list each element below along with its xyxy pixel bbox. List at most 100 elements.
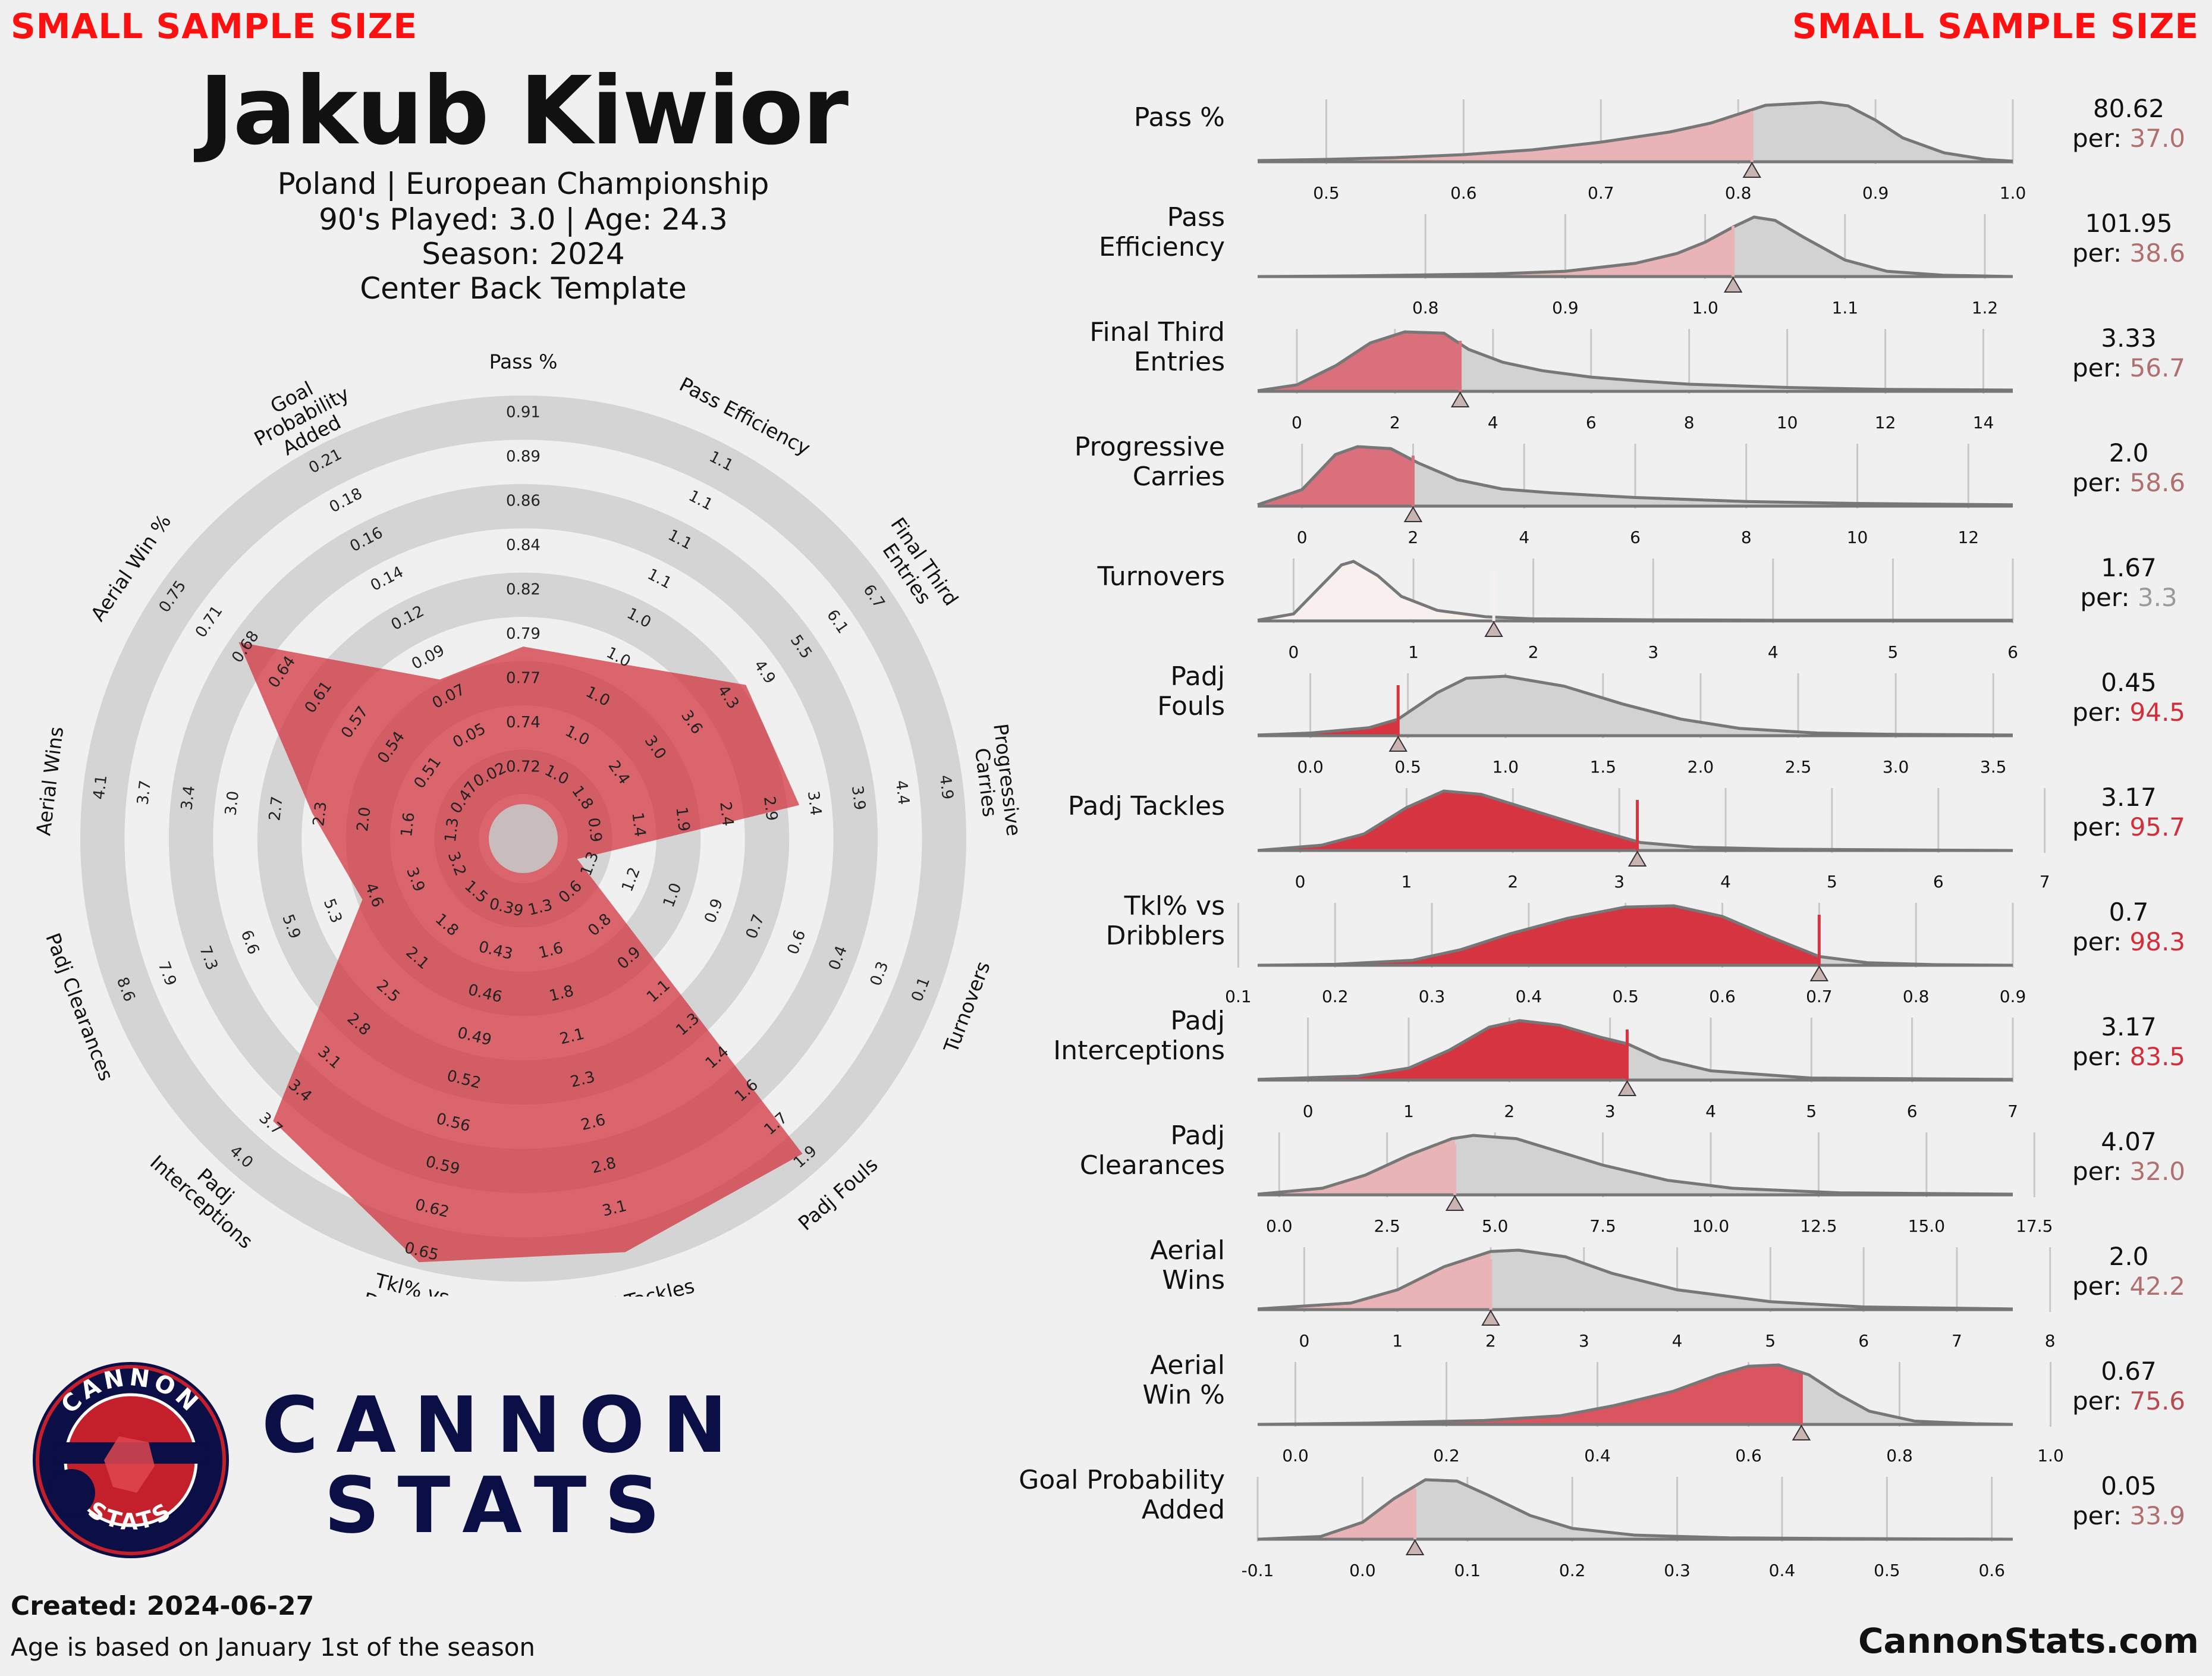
dist-area-below — [1258, 332, 1460, 391]
radar-chart: 0.720.740.770.790.820.840.860.890.911.01… — [32, 350, 1025, 1297]
dist-tick-label: 3 — [1605, 1101, 1616, 1121]
dist-percentile-prefix: per: — [2072, 1386, 2130, 1416]
dist-percentile: per: 33.9 — [2072, 1501, 2185, 1530]
dist-tick-label: 15.0 — [1908, 1216, 1945, 1236]
player-value-marker — [1792, 1424, 1811, 1440]
dist-tick-label: 12 — [1875, 413, 1896, 432]
player-value-marker — [1445, 1195, 1465, 1211]
small-sample-warning-left: SMALL SAMPLE SIZE — [11, 6, 418, 46]
player-value-marker — [1742, 162, 1762, 178]
dist-tick-label: 0.6 — [1709, 987, 1736, 1006]
dist-value: 3.33 — [2101, 324, 2157, 353]
brand-wordmark-line1: CANNON — [262, 1380, 745, 1470]
dist-tick-label: 5 — [1806, 1101, 1817, 1121]
dist-tick-label: 8 — [1741, 528, 1752, 547]
dist-tick-label: 0.9 — [1862, 183, 1889, 203]
distribution-row: -0.1 0.0 0.1 0.2 0.3 0.4 0.5 0.6 Goal Probabilit… — [1019, 1465, 2185, 1580]
dist-curve — [1257, 1363, 2013, 1426]
dist-tick-label: 6 — [1858, 1331, 1869, 1351]
dist-tick-label: 0.8 — [1725, 183, 1752, 203]
dist-metric-label: Clearances — [1080, 1150, 1225, 1181]
dist-tick-label: 0.6 — [1735, 1446, 1762, 1465]
player-minutes-age: 90's Played: 3.0 | Age: 24.3 — [319, 202, 728, 237]
dist-metric-label: Padj Tackles — [1068, 791, 1225, 821]
dist-value: 2.0 — [2109, 1242, 2149, 1271]
dist-tick-label: 0.0 — [1349, 1561, 1376, 1580]
radar-tick-label: 0.84 — [506, 536, 541, 554]
dist-percentile-value: 83.5 — [2130, 1042, 2186, 1071]
dist-metric-label: Interceptions — [1053, 1035, 1225, 1066]
radar-metric-label-line: Pass % — [489, 350, 558, 374]
dist-percentile-prefix: per: — [2072, 1042, 2130, 1071]
dist-area-below — [1258, 791, 1638, 850]
dist-tick-label: 0 — [1297, 528, 1308, 547]
dist-metric-label: Added — [1142, 1495, 1225, 1525]
dist-percentile-value: 38.6 — [2130, 238, 2186, 268]
radar-tick-label: 1.9 — [672, 806, 693, 833]
dist-value: 80.62 — [2093, 94, 2164, 123]
dist-area-below — [1258, 447, 1413, 506]
dist-area-below — [1258, 561, 1494, 621]
dist-percentile: per: 58.6 — [2072, 468, 2185, 497]
dist-tick-label: 1.0 — [2000, 183, 2026, 203]
dist-percentile: per: 94.5 — [2072, 698, 2185, 727]
dist-metric-label: Aerial — [1150, 1350, 1225, 1380]
dist-tick-label: 0.5 — [1394, 757, 1421, 777]
dist-tick-label: 17.5 — [2016, 1216, 2053, 1236]
dist-tick-label: 1.0 — [1493, 757, 1519, 777]
dist-percentile-prefix: per: — [2072, 812, 2130, 842]
dist-area-below — [1258, 1021, 1627, 1080]
dist-percentile: per: 75.6 — [2072, 1386, 2185, 1416]
radar-tick-label: 3.0 — [222, 790, 243, 817]
dist-tick-label: 4 — [1705, 1101, 1716, 1121]
dist-metric-label: Fouls — [1157, 691, 1225, 721]
dist-percentile-prefix: per: — [2080, 583, 2138, 612]
dist-percentile-value: 33.9 — [2130, 1501, 2186, 1530]
player-value-marker — [1405, 1539, 1425, 1555]
radar-tick-label: 0.9 — [584, 817, 605, 843]
dist-tick-label: 5 — [1765, 1331, 1776, 1351]
dist-area-total — [1258, 1021, 2013, 1080]
dist-tick-label: 0 — [1295, 872, 1306, 892]
dist-tick-label: 0.8 — [1886, 1446, 1913, 1465]
radar-tick-label: 0.86 — [506, 492, 541, 510]
player-template: Center Back Template — [360, 271, 687, 306]
dist-tick-label: 8 — [2045, 1331, 2056, 1351]
dist-percentile-value: 3.3 — [2138, 583, 2178, 612]
dist-area-total — [1258, 1480, 2013, 1539]
small-sample-warning-right: SMALL SAMPLE SIZE — [1792, 6, 2199, 46]
player-value-marker — [1481, 1310, 1500, 1326]
dist-metric-label: Win % — [1143, 1380, 1225, 1410]
radar-tick-label: 2.9 — [760, 795, 781, 822]
dist-tick-label: 5 — [1887, 642, 1898, 662]
dist-area-below — [1258, 109, 1752, 162]
dist-percentile-value: 75.6 — [2130, 1386, 2186, 1416]
dist-tick-label: 3 — [1579, 1331, 1589, 1351]
dist-tick-label: 1 — [1408, 642, 1419, 662]
radar-tick-label: 2.3 — [310, 801, 331, 827]
dist-percentile-prefix: per: — [2072, 1501, 2130, 1530]
player-value-marker — [1450, 391, 1470, 407]
dist-percentile-value: 42.2 — [2130, 1272, 2186, 1301]
radar-tick-label: 1.3 — [442, 817, 463, 843]
dist-tick-label: 1 — [1392, 1331, 1403, 1351]
dist-metric-label: Padj — [1170, 1006, 1225, 1036]
site-url[interactable]: CannonStats.com — [1858, 1621, 2199, 1661]
radar-tick-label: 3.4 — [178, 784, 199, 811]
dist-percentile: per: 3.3 — [2080, 583, 2177, 612]
dist-metric-label: Wins — [1162, 1265, 1225, 1295]
dist-tick-label: 0.5 — [1612, 987, 1639, 1006]
dist-percentile-prefix: per: — [2072, 468, 2130, 497]
dist-metric-label: Padj — [1170, 661, 1225, 692]
dist-percentile-prefix: per: — [2072, 124, 2130, 153]
dist-percentile: per: 98.3 — [2072, 927, 2185, 956]
dist-percentile-value: 32.0 — [2130, 1157, 2186, 1186]
player-value-marker — [1403, 506, 1423, 522]
dist-tick-label: 0.3 — [1419, 987, 1446, 1006]
dist-percentile-value: 56.7 — [2130, 353, 2186, 382]
dist-tick-label: 7.5 — [1589, 1216, 1616, 1236]
radar-tick-label: 3.4 — [804, 790, 825, 817]
dist-area-below — [1258, 719, 1399, 736]
